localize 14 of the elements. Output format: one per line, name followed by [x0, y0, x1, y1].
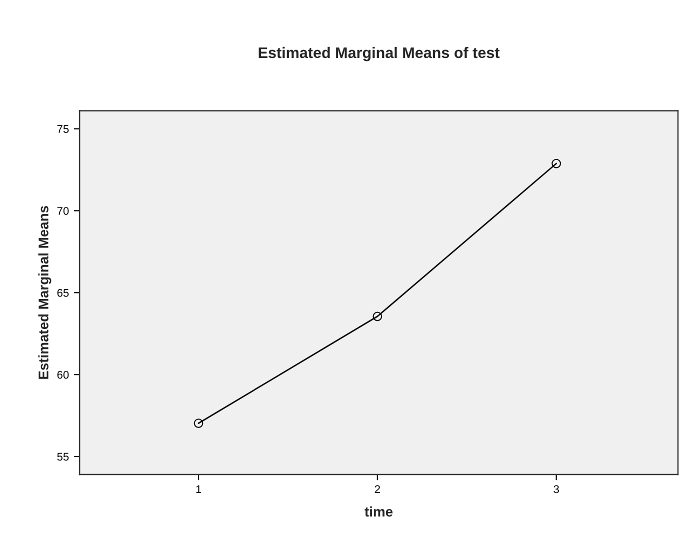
point: [372, 312, 382, 322]
y-tick-label: 55: [57, 452, 69, 461]
x-axis-title: time: [364, 506, 393, 517]
y-axis-title: Estimated Marginal Means: [38, 206, 52, 379]
point: [194, 418, 204, 428]
chart-title: Estimated Marginal Means of test: [258, 46, 500, 62]
x-tick-label: 1: [196, 485, 202, 494]
y-tick-label: 60: [57, 370, 69, 379]
x-tick-label: 2: [374, 485, 380, 494]
y-tick-label: 70: [57, 206, 69, 215]
y-tick-label: 65: [57, 288, 69, 297]
x-tick-label: 3: [554, 485, 559, 494]
point: [552, 158, 561, 168]
y-tick-label: 75: [57, 125, 69, 133]
